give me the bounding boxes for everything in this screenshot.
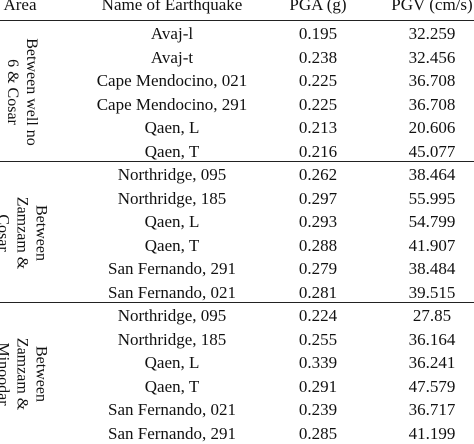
cell-pgv: 36.708 xyxy=(408,71,456,90)
cell-pgv: 55.995 xyxy=(408,188,456,208)
header-pgv: PGV (cm/s) xyxy=(391,0,473,14)
header-name: Name of Earthquake xyxy=(101,0,243,14)
cell-pga: 0.239 xyxy=(298,400,338,419)
cell-pga: 0.281 xyxy=(298,282,338,302)
cell-pgv: 20.606 xyxy=(408,118,456,137)
cell-pgv: 45.077 xyxy=(408,141,456,161)
cell-name: Qaen, T xyxy=(144,141,200,161)
header-area: Area xyxy=(3,0,37,14)
cell-pga: 0.262 xyxy=(298,165,338,184)
cell-pga: 0.339 xyxy=(298,353,338,372)
cell-name: Qaen, L xyxy=(144,212,200,231)
group-separator xyxy=(0,302,474,303)
cell-name: Northridge, 095 xyxy=(117,165,227,184)
cell-pgv: 32.456 xyxy=(408,47,456,67)
cell-pgv: 41.199 xyxy=(408,423,456,443)
cell-pga: 0.255 xyxy=(298,329,338,349)
cell-pgv: 41.907 xyxy=(408,235,456,255)
cell-pga: 0.224 xyxy=(298,306,338,325)
cell-pgv: 36.241 xyxy=(408,353,456,372)
cell-pga: 0.291 xyxy=(298,376,338,396)
area-label-line: Zamzam & xyxy=(13,196,31,269)
cell-name: Cape Mendocino, 291 xyxy=(96,94,248,114)
cell-pga: 0.216 xyxy=(298,141,338,161)
area-label-line: Between xyxy=(32,204,50,261)
area-label: Between Zamzam & Minoodar xyxy=(0,337,51,409)
cell-pga: 0.225 xyxy=(298,71,338,90)
area-label: Between well no 6 & Cosar xyxy=(3,38,41,146)
cell-pgv: 32.259 xyxy=(408,24,456,43)
cell-pga: 0.213 xyxy=(298,118,338,137)
cell-pgv: 36.708 xyxy=(408,94,456,114)
cell-pga: 0.238 xyxy=(298,47,338,67)
area-label-line: Between well no xyxy=(23,37,40,146)
cell-pgv: 27.85 xyxy=(412,306,452,325)
cell-pga: 0.225 xyxy=(298,94,338,114)
cell-name: Qaen, T xyxy=(144,376,200,396)
header-pga: PGA (g) xyxy=(289,0,347,14)
group-separator xyxy=(0,161,474,162)
cell-name: Qaen, L xyxy=(144,353,200,372)
area-label-line: Cosar xyxy=(0,213,12,252)
cell-name: San Fernando, 291 xyxy=(108,423,236,443)
area-label: Between Zamzam & Cosar xyxy=(0,196,51,268)
area-label-line: Between xyxy=(32,345,50,402)
cell-name: San Fernando, 021 xyxy=(108,282,236,302)
cell-pga: 0.297 xyxy=(298,188,338,208)
cell-name: Northridge, 095 xyxy=(117,306,227,325)
header-rule xyxy=(0,20,474,21)
area-label-line: 6 & Cosar xyxy=(4,58,21,125)
cell-name: Avaj-l xyxy=(150,24,194,43)
cell-pgv: 36.717 xyxy=(408,400,456,419)
area-label-line: Zamzam & xyxy=(13,337,31,410)
cell-pga: 0.195 xyxy=(298,24,338,43)
cell-pgv: 47.579 xyxy=(408,376,456,396)
cell-pga: 0.288 xyxy=(298,235,338,255)
cell-pga: 0.279 xyxy=(298,259,338,278)
area-label-line: Minoodar xyxy=(0,341,12,406)
cell-name: Qaen, T xyxy=(144,235,200,255)
cell-name: San Fernando, 021 xyxy=(108,400,236,419)
cell-pgv: 38.484 xyxy=(408,259,456,278)
cell-name: Qaen, L xyxy=(144,118,200,137)
cell-pgv: 54.799 xyxy=(408,212,456,231)
cell-name: Avaj-t xyxy=(150,47,194,67)
cell-pgv: 39.515 xyxy=(408,282,456,302)
cell-pgv: 36.164 xyxy=(408,329,456,349)
cell-pga: 0.285 xyxy=(298,423,338,443)
cell-name: Northridge, 185 xyxy=(117,188,227,208)
cell-pgv: 38.464 xyxy=(408,165,456,184)
cell-pga: 0.293 xyxy=(298,212,338,231)
cell-name: San Fernando, 291 xyxy=(108,259,236,278)
cell-name: Northridge, 185 xyxy=(117,329,227,349)
cell-name: Cape Mendocino, 021 xyxy=(96,71,248,90)
